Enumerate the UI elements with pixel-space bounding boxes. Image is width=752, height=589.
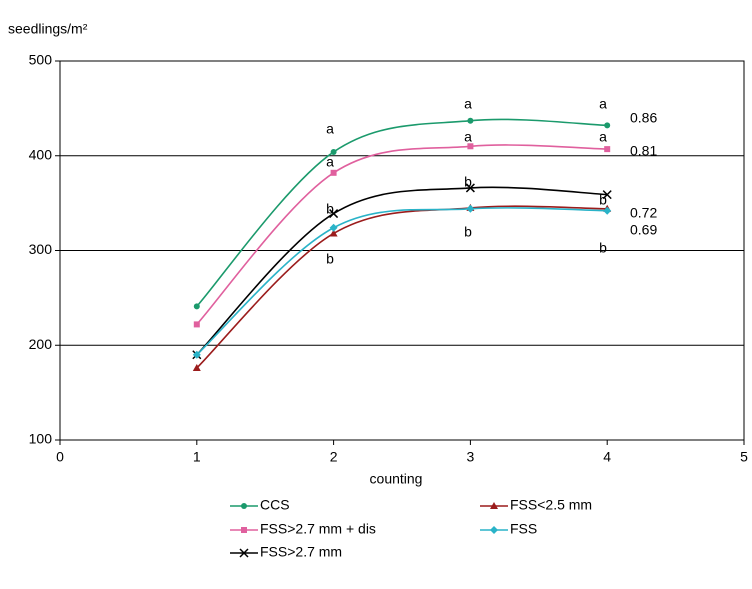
marker <box>604 122 611 129</box>
y-tick-label: 500 <box>29 52 53 68</box>
legend-label: FSS>2.7 mm + dis <box>260 521 376 537</box>
annotation: a <box>326 154 334 170</box>
marker <box>330 148 337 155</box>
marker <box>329 223 338 232</box>
annotation: 0.72 <box>630 205 657 221</box>
series-line <box>196 205 608 369</box>
marker <box>193 321 200 328</box>
y-tick-label: 300 <box>29 241 53 257</box>
annotation: a <box>464 129 472 145</box>
y-tick-label: 400 <box>29 146 53 162</box>
marker <box>192 363 201 371</box>
y-tick-label: 100 <box>29 431 53 447</box>
annotation: 0.81 <box>630 143 657 159</box>
marker <box>329 209 339 219</box>
marker <box>467 143 474 150</box>
marker <box>604 146 611 153</box>
legend-marker <box>241 503 247 509</box>
legend-marker <box>239 548 249 558</box>
legend-label: FSS<2.5 mm <box>510 497 592 513</box>
annotation: b <box>326 251 334 267</box>
annotation: b <box>599 192 607 208</box>
series-line <box>196 144 608 325</box>
marker <box>465 183 475 193</box>
marker <box>466 204 475 213</box>
annotation: 0.86 <box>630 110 657 126</box>
legend-marker <box>490 526 498 534</box>
x-tick-label: 0 <box>56 449 64 465</box>
marker <box>603 206 612 215</box>
annotation: b <box>326 201 334 217</box>
legend-label: FSS <box>510 521 537 537</box>
marker <box>192 350 201 359</box>
x-tick-label: 3 <box>467 449 475 465</box>
marker <box>329 229 338 237</box>
annotation: b <box>599 240 607 256</box>
marker <box>193 303 200 310</box>
annotation: a <box>599 129 607 145</box>
x-tick-label: 5 <box>740 449 748 465</box>
y-tick-label: 200 <box>29 336 53 352</box>
legend-label: CCS <box>260 497 290 513</box>
annotation: b <box>464 224 472 240</box>
annotation: b <box>464 174 472 190</box>
annotation: 0.69 <box>630 222 657 238</box>
legend-label: FSS>2.7 mm <box>260 544 342 560</box>
y-axis-label: seedlings/m² <box>8 21 88 37</box>
annotation: a <box>326 121 334 137</box>
annotation: a <box>599 96 607 112</box>
series-line <box>196 118 608 307</box>
marker <box>602 190 612 200</box>
series-line <box>196 186 608 356</box>
marker <box>467 117 474 124</box>
x-tick-label: 4 <box>603 449 611 465</box>
series-line <box>196 207 608 356</box>
x-axis-label: counting <box>370 471 423 487</box>
legend-marker <box>241 527 247 533</box>
legend-marker <box>490 502 498 509</box>
x-tick-label: 1 <box>193 449 201 465</box>
annotation: a <box>464 96 472 112</box>
x-tick-label: 2 <box>330 449 338 465</box>
marker <box>330 169 337 176</box>
